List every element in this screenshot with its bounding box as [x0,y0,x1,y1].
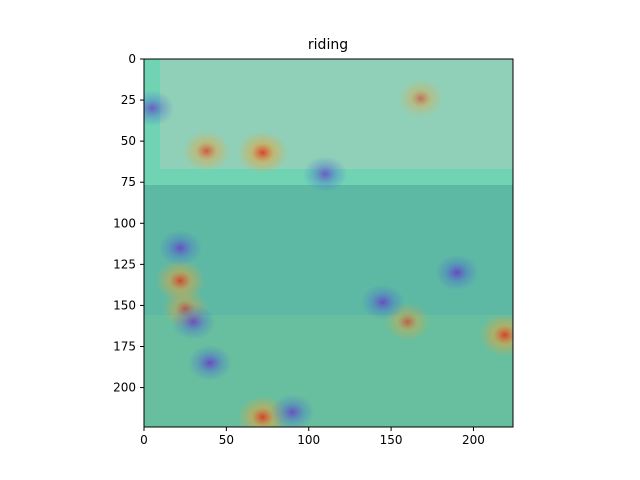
y-tick-label: 150 [113,298,136,312]
x-tick-label: 150 [380,433,403,447]
x-tick-label: 200 [462,433,485,447]
scene-water [144,185,513,315]
chart-title: riding [308,37,348,53]
heat-hotspot-2 [398,79,444,118]
heat-coldspot-2 [434,254,479,291]
heat-coldspot-3 [360,284,405,321]
heat-coldspot-0 [158,229,203,266]
x-tick-label: 0 [140,433,148,447]
y-tick-label: 75 [121,175,136,189]
x-tick-label: 100 [297,433,320,447]
y-tick-label: 200 [113,381,136,395]
y-tick-label: 25 [121,93,136,107]
heat-hotspot-1 [182,130,231,172]
heat-coldspot-6 [303,156,348,192]
y-tick-label: 125 [113,257,136,271]
coldspot-layer [144,90,479,427]
y-tick-label: 175 [113,340,136,354]
heat-coldspot-1 [187,344,232,381]
y-tick-label: 0 [128,52,136,66]
heat-coldspot-5 [270,394,315,427]
heat-hotspot-0 [237,131,289,175]
y-tick-label: 50 [121,134,136,148]
plot-frame [143,58,514,428]
heat-hotspot-6 [479,313,513,357]
y-tick-label: 100 [113,216,136,230]
y-axis: 0 25 50 75 100 125 150 175 200 [113,52,144,395]
heatmap-plot [144,59,513,427]
heat-coldspot-7 [144,90,175,127]
x-axis: 0 50 100 150 200 [140,427,485,447]
heat-coldspot-4 [171,303,216,340]
x-tick-label: 50 [219,433,234,447]
